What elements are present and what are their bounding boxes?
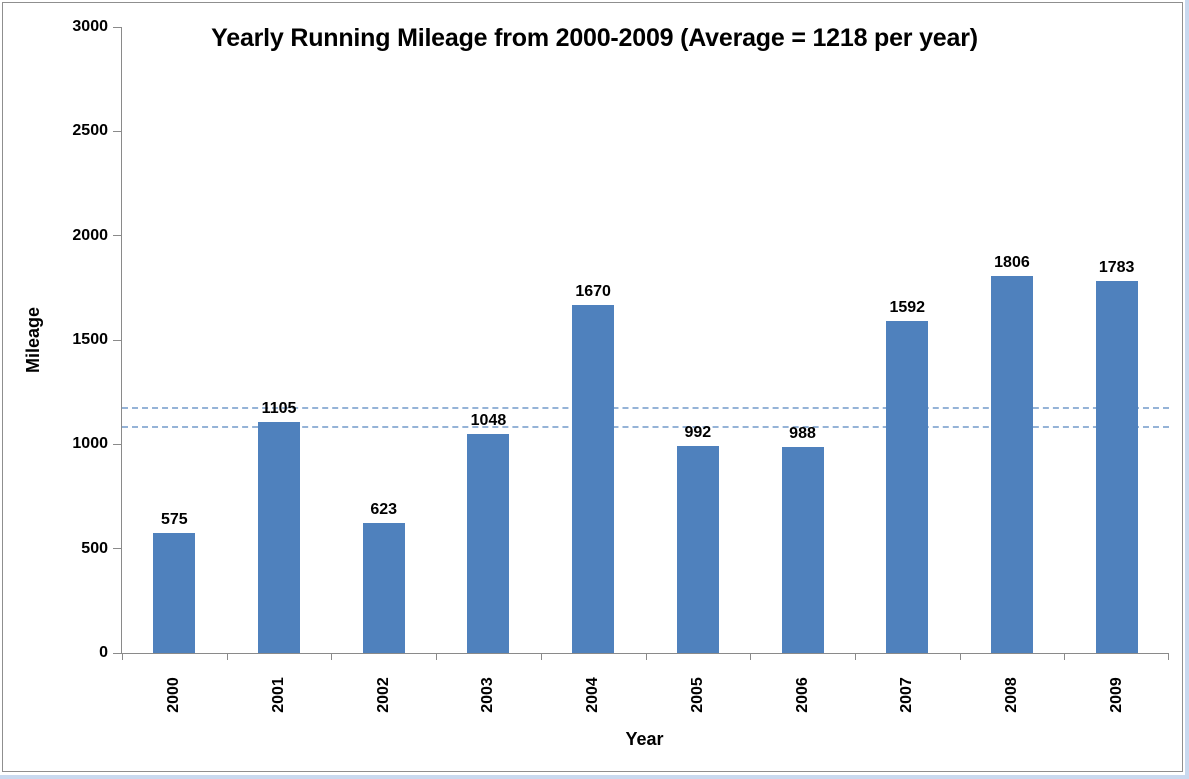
- y-axis-tick-label: 2500: [72, 122, 108, 140]
- x-axis-category-label: 2001: [270, 677, 288, 713]
- y-axis-tick-label: 0: [99, 644, 108, 661]
- x-axis-title: Year: [625, 729, 664, 749]
- y-axis-tick-label: 3000: [72, 18, 108, 35]
- x-axis-category-label: 2004: [584, 677, 602, 713]
- plot-area: 0 500 1000 1500 2000 2500 3000 575 2000 1105 2001 6…: [72, 19, 1169, 713]
- bar-2001: [258, 422, 301, 653]
- x-axis-category-label: 2002: [374, 677, 392, 713]
- bar-value-label: 1806: [994, 254, 1030, 272]
- y-axis-tick-label: 500: [81, 539, 108, 557]
- y-axis-tick-mark: [113, 130, 122, 132]
- y-axis-tick-mark: [113, 339, 122, 341]
- x-axis-tick-mark: [540, 653, 542, 660]
- bar-2005: [676, 446, 719, 653]
- bar-2002: [362, 523, 405, 653]
- y-axis-tick-mark: [113, 652, 122, 654]
- x-axis-tick-mark: [122, 653, 123, 660]
- x-axis-category-label: 2005: [688, 677, 706, 713]
- background-strip-right: [1185, 0, 1189, 779]
- x-axis-category-label: 2007: [898, 677, 916, 713]
- bar-2009: [1095, 280, 1138, 653]
- x-axis-category-label: 2000: [165, 677, 183, 713]
- background-strip-bottom: [0, 775, 1189, 779]
- bar-2006: [781, 446, 824, 653]
- x-axis-tick-mark: [854, 653, 856, 660]
- x-axis-tick-mark: [436, 653, 438, 660]
- x-axis-category-label: 2009: [1107, 677, 1125, 713]
- bar-value-label: 575: [160, 511, 188, 529]
- bar-2000: [153, 533, 196, 653]
- bar-2007: [886, 320, 929, 653]
- x-axis-tick-mark: [959, 653, 961, 660]
- bar-2008: [990, 276, 1033, 653]
- x-axis-category-label: 2006: [793, 677, 811, 713]
- x-axis-tick-mark: [1168, 653, 1169, 660]
- bar-value-label: 1048: [470, 412, 507, 430]
- y-axis-tick-mark: [113, 443, 122, 445]
- y-axis-tick-label: 1000: [72, 435, 108, 453]
- bar-value-label: 1783: [1098, 258, 1135, 276]
- bar-value-label: 1670: [575, 282, 611, 300]
- bar-value-label: 1105: [261, 400, 297, 418]
- y-axis-tick-mark: [113, 235, 122, 237]
- y-axis-tick-mark: [113, 26, 122, 28]
- bar-value-label: 988: [789, 424, 816, 442]
- bar-2003: [467, 434, 510, 653]
- x-axis-tick-mark: [331, 653, 333, 660]
- x-axis-tick-mark: [226, 653, 228, 660]
- x-axis-tick-mark: [750, 653, 752, 660]
- x-axis-category-label: 2003: [479, 677, 497, 713]
- bar-value-label: 623: [370, 501, 398, 518]
- y-axis-tick-mark: [113, 548, 122, 550]
- bar-2004: [572, 304, 615, 653]
- reference-line-2: [122, 425, 1169, 428]
- bar-value-label: 1592: [889, 298, 926, 316]
- chart-title: Yearly Running Mileage from 2000-2009 (A…: [211, 24, 978, 52]
- x-axis-tick-mark: [645, 653, 647, 660]
- y-axis-tick-label: 2000: [72, 226, 108, 244]
- x-axis-tick-mark: [1064, 653, 1066, 660]
- y-axis-tick-label: 1500: [72, 331, 108, 348]
- x-axis-category-label: 2008: [1002, 677, 1020, 713]
- bar-value-label: 992: [684, 424, 712, 441]
- reference-line-1: [122, 406, 1169, 409]
